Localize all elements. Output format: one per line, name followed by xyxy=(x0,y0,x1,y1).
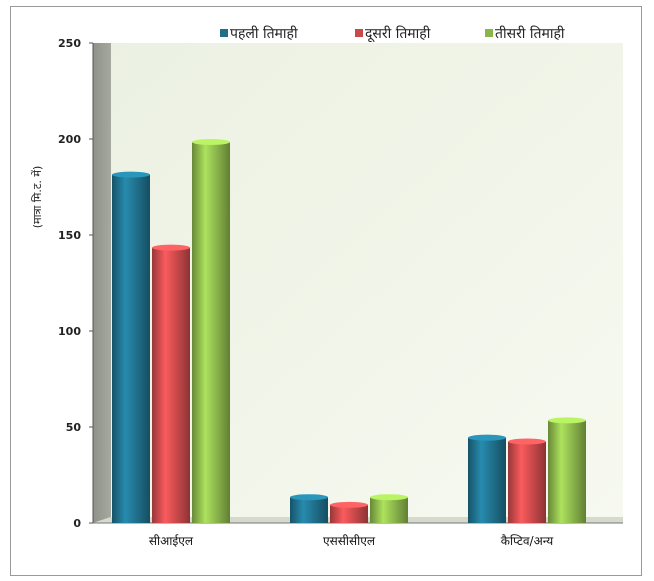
side-wall xyxy=(93,43,111,523)
legend-swatch xyxy=(355,29,363,37)
legend-label: पहली तिमाही xyxy=(230,25,298,42)
legend-label: दूसरी तिमाही xyxy=(365,25,431,43)
legend: पहली तिमाही दूसरी तिमाही तीसरी तिमाही xyxy=(220,25,565,43)
y-tick-label: 200 xyxy=(58,133,81,146)
y-tick-label: 250 xyxy=(58,37,81,50)
bar xyxy=(468,434,506,523)
y-tick-label: 150 xyxy=(58,229,81,242)
legend-item: तीसरी तिमाही xyxy=(485,25,565,42)
y-tick-label: 50 xyxy=(66,421,82,434)
bar xyxy=(508,438,546,523)
bar xyxy=(370,494,408,523)
x-axis-labels: सीआईएल एससीसीएल कैप्टिव/अन्य xyxy=(149,534,554,548)
bar xyxy=(290,494,328,523)
bars-group xyxy=(112,139,586,523)
legend-item: दूसरी तिमाही xyxy=(355,25,431,43)
legend-item: पहली तिमाही xyxy=(220,25,298,42)
legend-swatch xyxy=(220,29,228,37)
y-axis-label: (मात्रा मि.ट. में) xyxy=(31,166,44,228)
chart-frame: 0 50 100 150 200 250 सीआईएल एससीसीएल कैप्टिव/अन… xyxy=(10,6,642,576)
y-axis-ticks: 0 50 100 150 200 250 xyxy=(58,37,93,530)
bar xyxy=(192,139,230,523)
x-category-label: सीआईएल xyxy=(149,534,194,548)
legend-label: तीसरी तिमाही xyxy=(495,25,565,42)
bar xyxy=(330,501,368,523)
bar xyxy=(548,417,586,523)
y-tick-label: 0 xyxy=(73,517,81,530)
x-category-label: कैप्टिव/अन्य xyxy=(501,534,555,548)
bar-chart: 0 50 100 150 200 250 सीआईएल एससीसीएल कैप्टिव/अन… xyxy=(31,25,623,548)
bar xyxy=(112,171,150,523)
legend-swatch xyxy=(485,29,493,37)
y-tick-label: 100 xyxy=(58,325,81,338)
bar xyxy=(152,244,190,523)
x-category-label: एससीसीएल xyxy=(323,534,376,548)
